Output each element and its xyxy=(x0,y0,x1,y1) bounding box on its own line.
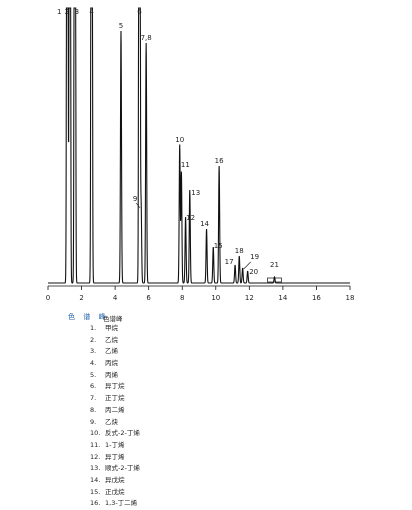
legend-item-number: 12. xyxy=(90,452,101,461)
legend-item-name: 异戊烷 xyxy=(105,475,125,484)
peak-label: 2 xyxy=(65,8,69,16)
legend-item: 9. 乙炔 xyxy=(90,417,140,429)
peak-label: 17 xyxy=(225,258,234,266)
legend-item-name: 丙烷 xyxy=(105,359,118,368)
x-tick-label: 6 xyxy=(146,294,151,302)
legend-item-name: 乙烷 xyxy=(105,335,118,344)
legend-item-name: 反式-2-丁烯 xyxy=(105,429,140,438)
legend-item-number: 1. xyxy=(90,324,97,332)
peak-label: 1 xyxy=(57,8,61,16)
legend-item-number: 11. xyxy=(90,440,101,449)
peak-label: 18 xyxy=(235,247,244,255)
peak-label: 3 xyxy=(75,8,79,16)
legend-item-number: 13. xyxy=(90,464,101,473)
x-axis-ticks: 0 2 4 6 8 10 12 14 16 18 xyxy=(46,286,355,302)
legend-item-number: 5. xyxy=(90,370,97,379)
legend-item: 7. 正丁烷 xyxy=(90,393,140,405)
peak-label: 12 xyxy=(186,214,195,222)
legend-item: 1. 甲烷 xyxy=(90,323,140,335)
x-tick-label: 2 xyxy=(79,294,83,302)
legend-item-name: 甲烷 xyxy=(105,324,118,332)
legend-item: 16. 1,3-丁二烯 xyxy=(90,498,140,510)
legend-item-number: 10. xyxy=(90,429,101,438)
x-tick-label: 4 xyxy=(113,294,118,302)
legend-item-name: 丙二烯 xyxy=(105,405,125,414)
legend-item-number: 2. xyxy=(90,335,97,344)
legend-item-name: 正丁烷 xyxy=(105,394,125,403)
x-tick-label: 8 xyxy=(180,294,184,302)
peak-label: 13 xyxy=(191,189,200,197)
peak-label: 4 xyxy=(89,8,94,16)
peak-label: 5 xyxy=(119,22,123,30)
legend-item: 8. 丙二烯 xyxy=(90,405,140,417)
peak-label: 21 xyxy=(270,261,279,269)
peak-label: 19 xyxy=(250,253,259,261)
legend-item-number: 8. xyxy=(90,405,97,414)
legend-item: 10. 反式-2-丁烯 xyxy=(90,428,140,440)
legend-item-number: 15. xyxy=(90,487,101,496)
legend-item: 13. 顺式-2-丁烯 xyxy=(90,463,140,475)
peak-legend: 1. 甲烷 2. 乙烷 3. 乙烯 4. 丙烷 5. 丙烯 6. 异丁烷 7. 正丁烷 8. 丙二烯 9. 乙炔 1… xyxy=(90,323,140,510)
peak-label: 9 xyxy=(133,195,137,203)
legend-item: 14. 异戊烷 xyxy=(90,475,140,487)
legend-item: 11. 1-丁烯 xyxy=(90,440,140,452)
legend-item-number: 9. xyxy=(90,417,97,426)
legend-item-name: 异丁烯 xyxy=(105,452,125,461)
legend-item-name: 乙烯 xyxy=(105,347,118,356)
x-tick-label: 10 xyxy=(211,294,220,302)
legend-item-number: 6. xyxy=(90,382,97,391)
peak-label: 6 xyxy=(137,8,142,16)
peak-9-leader xyxy=(135,202,141,209)
peak-19-leader xyxy=(243,261,251,270)
legend-item-name: 乙炔 xyxy=(105,417,118,426)
legend-item-number: 4. xyxy=(90,359,97,368)
legend-item-name: 异丁烷 xyxy=(105,382,125,391)
x-tick-label: 0 xyxy=(46,294,50,302)
legend-item: 2. 乙烷 xyxy=(90,335,140,347)
chromatogram: 0 2 4 6 8 10 12 14 16 18 1 2 3 4567,8910111213141516… xyxy=(46,7,355,302)
legend-item-name: 顺式-2-丁烯 xyxy=(105,464,140,473)
legend-item: 5. 丙烯 xyxy=(90,370,140,382)
legend-item-name: 正戊烷 xyxy=(105,487,125,496)
legend-item-number: 14. xyxy=(90,475,101,484)
x-tick-label: 16 xyxy=(312,294,321,302)
legend-item: 6. 异丁烷 xyxy=(90,381,140,393)
peak-label: 11 xyxy=(181,161,190,169)
figure-caption: 色 谱 峰 xyxy=(68,313,109,321)
peak-label: 20 xyxy=(249,268,258,276)
legend-item: 12. 异丁烯 xyxy=(90,452,140,464)
legend-item-number: 7. xyxy=(90,394,97,403)
legend-item-number: 16. xyxy=(90,499,101,508)
legend-item: 3. 乙烯 xyxy=(90,346,140,358)
x-tick-label: 12 xyxy=(245,294,254,302)
peak-label: 14 xyxy=(200,220,209,228)
legend-item-name: 1-丁烯 xyxy=(105,440,125,449)
chromatogram-trace xyxy=(48,7,350,284)
legend-title: 色谱峰 xyxy=(103,315,123,323)
peak-21-bracket xyxy=(267,277,282,283)
peak-label: 15 xyxy=(214,242,223,250)
legend-item: 4. 丙烷 xyxy=(90,358,140,370)
x-tick-label: 14 xyxy=(278,294,287,302)
peak-label: 7,8 xyxy=(141,34,152,42)
legend-item: 15. 正戊烷 xyxy=(90,487,140,499)
x-tick-label: 18 xyxy=(346,294,355,302)
peak-label: 16 xyxy=(215,157,224,165)
legend-item-number: 3. xyxy=(90,347,97,356)
legend-item-name: 丙烯 xyxy=(105,370,118,379)
legend-item-name: 1,3-丁二烯 xyxy=(105,499,138,508)
peak-label: 10 xyxy=(175,136,184,144)
